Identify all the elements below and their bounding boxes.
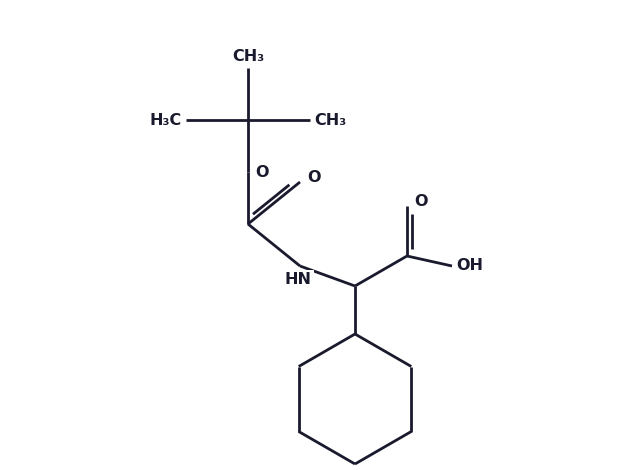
Text: H₃C: H₃C (150, 112, 182, 127)
Text: O: O (307, 170, 321, 185)
Text: CH₃: CH₃ (314, 112, 346, 127)
Text: O: O (255, 164, 269, 180)
Text: O: O (414, 194, 428, 209)
Text: CH₃: CH₃ (232, 48, 264, 63)
Text: HN: HN (285, 273, 312, 288)
Text: OH: OH (456, 258, 483, 274)
